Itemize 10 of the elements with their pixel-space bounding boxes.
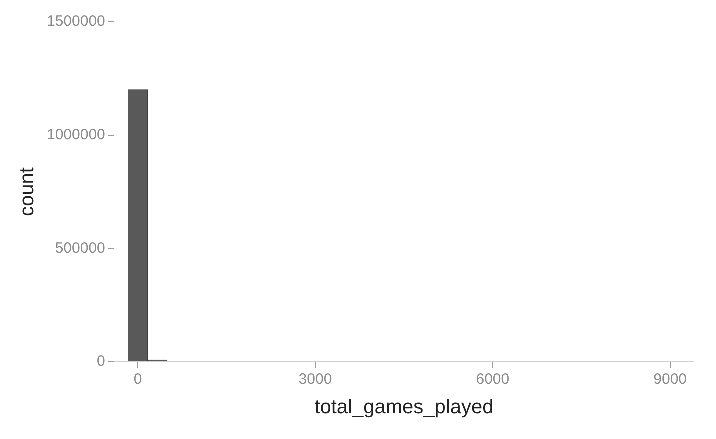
y-tick-label: 1500000 bbox=[46, 13, 106, 30]
y-tick-label: 500000 bbox=[55, 240, 106, 257]
x-tick-label: 0 bbox=[134, 371, 142, 388]
y-tick-label: 1000000 bbox=[46, 126, 106, 144]
x-tick-label: 3000 bbox=[298, 371, 332, 388]
x-axis-title: total_games_played bbox=[314, 396, 494, 419]
x-tick-label: 6000 bbox=[476, 371, 510, 388]
y-tick-label: 0 bbox=[97, 353, 106, 370]
x-tick-label: 9000 bbox=[654, 371, 688, 388]
y-axis-title: count bbox=[16, 167, 39, 216]
